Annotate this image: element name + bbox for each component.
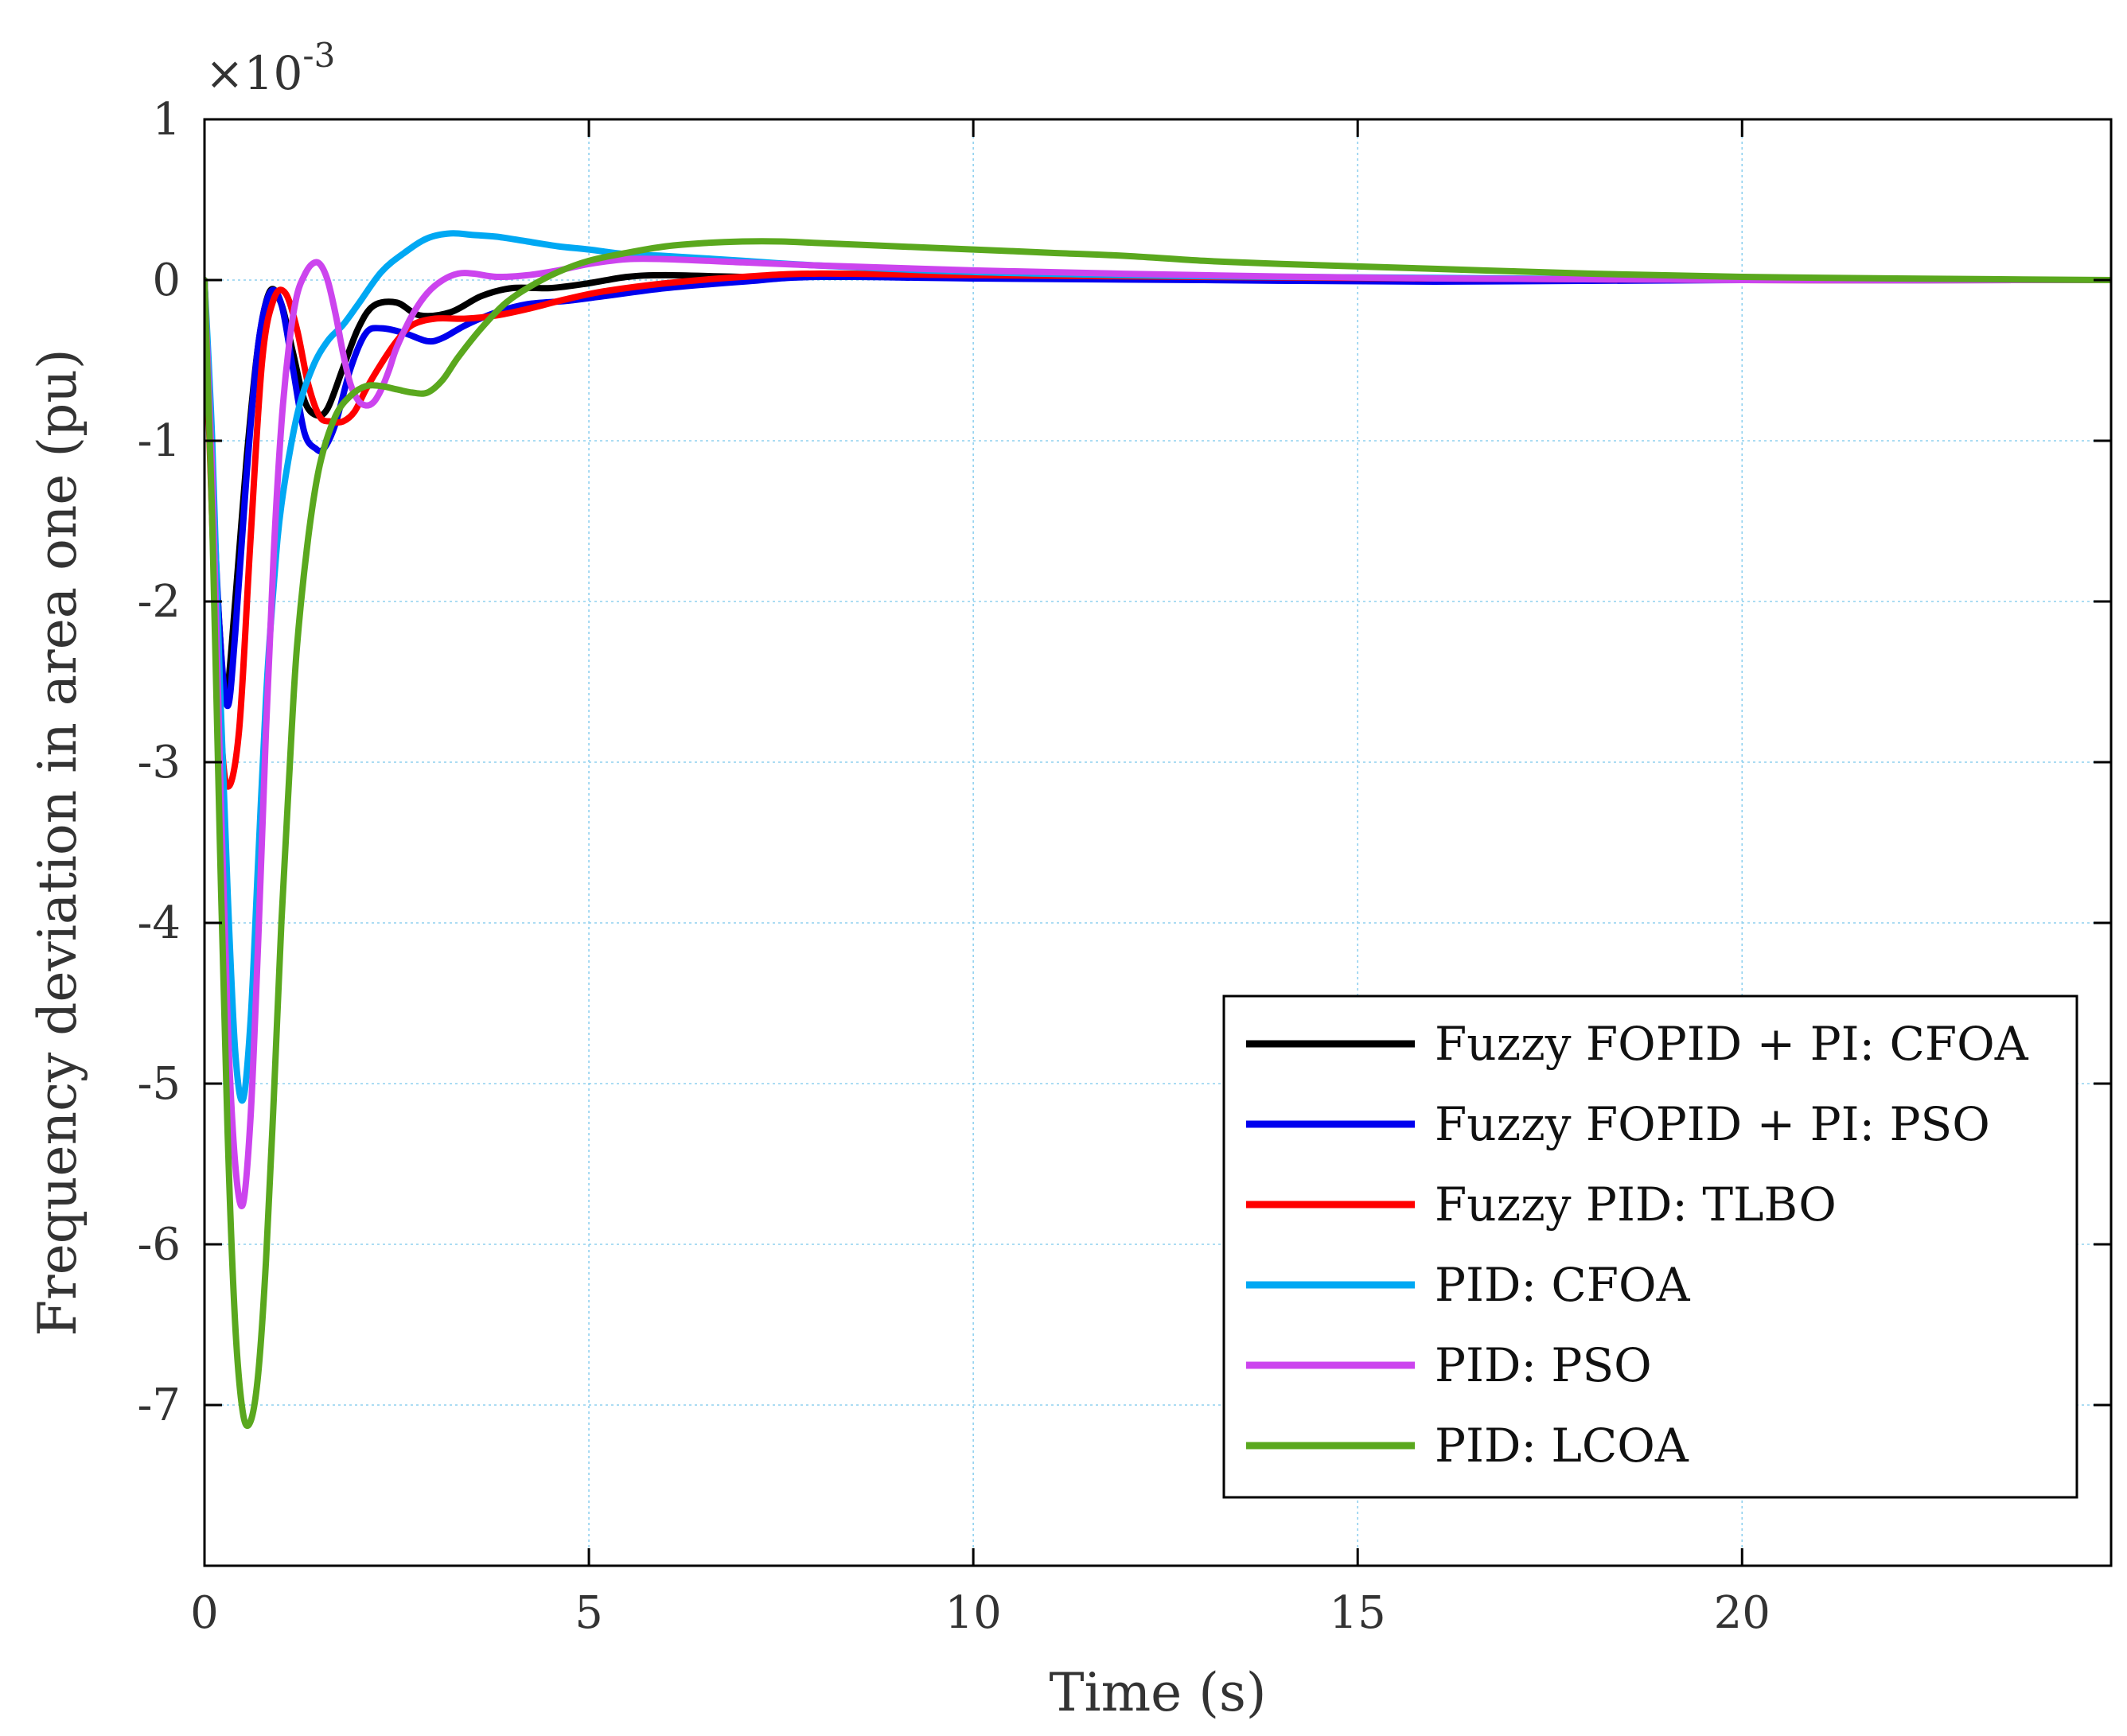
x-tick-label: 15 (1330, 1587, 1386, 1639)
legend-label: PID: CFOA (1435, 1258, 1691, 1312)
y-tick-label: -7 (137, 1380, 181, 1431)
y-tick-label: -5 (137, 1058, 181, 1110)
x-tick-label: 10 (945, 1587, 1001, 1639)
legend: Fuzzy FOPID + PI: CFOA Fuzzy FOPID + PI: … (1222, 995, 2078, 1499)
legend-label: PID: PSO (1435, 1338, 1652, 1392)
y-scale-exponent: -3 (302, 36, 335, 75)
x-tick-label: 5 (575, 1587, 603, 1639)
legend-box (1222, 995, 2078, 1499)
x-tick-label: 0 (190, 1587, 219, 1639)
y-axis-title: Frequency deviation in area one (pu) (27, 348, 88, 1336)
x-axis-title: Time (s) (1049, 1662, 1266, 1723)
legend-label: Fuzzy FOPID + PI: CFOA (1435, 1017, 2029, 1071)
series-line-5 (205, 255, 2111, 1209)
series-line-6 (205, 238, 2111, 1430)
y-tick-label: 1 (152, 94, 181, 146)
y-tick-label: -6 (137, 1219, 181, 1271)
series-layer (205, 230, 2111, 1430)
x-tick-label: 20 (1714, 1587, 1771, 1639)
legend-label: Fuzzy FOPID + PI: PSO (1435, 1097, 1990, 1151)
legend-label: PID: LCOA (1435, 1419, 1689, 1473)
y-tick-label: 0 (152, 255, 181, 306)
plot-frame (203, 118, 2113, 1567)
y-tick-label: -2 (137, 576, 181, 628)
y-scale-exponent-label: ×10-3 (205, 36, 335, 100)
axis-ticks (203, 118, 2111, 1566)
y-tick-label: -1 (137, 415, 181, 467)
legend-label: Fuzzy PID: TLBO (1435, 1177, 1837, 1232)
y-tick-label: -4 (137, 897, 181, 949)
y-scale-factor: ×10 (205, 46, 302, 100)
y-tick-label: -3 (137, 737, 181, 788)
